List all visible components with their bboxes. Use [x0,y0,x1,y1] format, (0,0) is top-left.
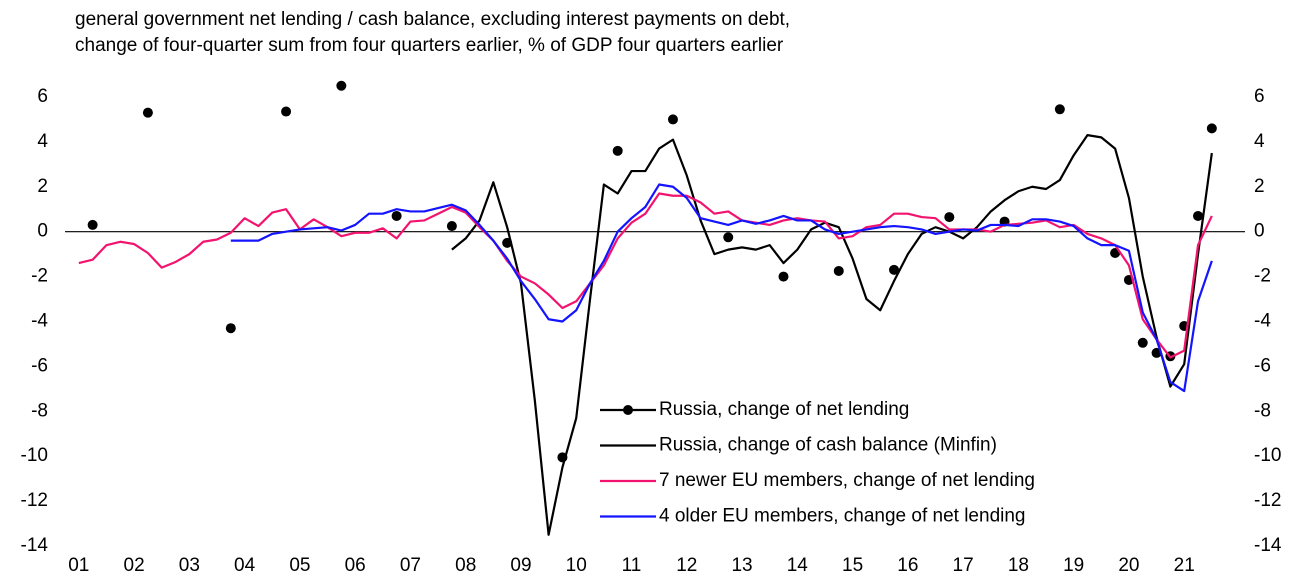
y-tick-label: 0 [37,221,48,242]
y-tick-label: -2 [31,266,48,287]
x-tick-label: 01 [68,555,89,576]
data-point [1054,104,1065,115]
y2-tick-label: -8 [1254,400,1271,421]
y2-tick-label: -2 [1254,266,1271,287]
data-point [225,323,236,334]
x-tick-label: 08 [455,555,476,576]
x-tick-label: 12 [676,555,697,576]
x-tick-label: 17 [953,555,974,576]
data-point [281,106,292,117]
data-point [944,212,955,223]
x-tick-label: 15 [842,555,863,576]
x-tick-label: 02 [124,555,145,576]
data-point [1193,210,1204,221]
x-tick-label: 09 [510,555,531,576]
data-point [336,80,347,91]
x-tick-label: 06 [345,555,366,576]
series-line [78,192,1213,359]
y-tick-label: -4 [31,310,48,331]
legend-label: Russia, change of cash balance (Minfin) [659,435,997,456]
x-tick-label: 16 [897,555,918,576]
x-tick-label: 07 [400,555,421,576]
x-tick-label: 19 [1063,555,1084,576]
y-tick-label: -14 [21,535,49,556]
x-tick-label: 10 [566,555,587,576]
y-tick-label: 4 [37,131,48,152]
y2-tick-label: -6 [1254,355,1271,376]
y-tick-label: -6 [31,355,48,376]
x-tick-label: 18 [1008,555,1029,576]
x-tick-label: 04 [234,555,256,576]
y2-tick-label: 2 [1254,176,1265,197]
data-point [833,265,844,276]
y2-tick-label: 0 [1254,221,1265,242]
y-tick-label: 2 [37,176,48,197]
data-point [889,264,900,275]
y-tick-label: 6 [37,86,48,107]
y2-tick-label: -10 [1254,445,1281,466]
legend-label: 4 older EU members, change of net lendin… [659,506,1026,527]
x-tick-label: 13 [731,555,752,576]
x-tick-label: 03 [179,555,200,576]
x-tick-label: 21 [1174,555,1195,576]
series-line [451,134,1213,536]
data-point [1206,123,1217,134]
legend-marker [623,405,633,415]
y2-tick-label: 4 [1254,131,1265,152]
y2-tick-label: -14 [1254,535,1282,556]
x-tick-label: 20 [1118,555,1139,576]
y2-tick-label: -12 [1254,490,1281,511]
x-tick-label: 11 [622,555,642,576]
data-point [446,221,457,232]
y-tick-label: -8 [31,400,48,421]
data-point [723,232,734,243]
y2-tick-label: -4 [1254,310,1271,331]
chart-subtitle: change of four-quarter sum from four qua… [75,35,784,56]
data-point [391,210,402,221]
legend-label: 7 newer EU members, change of net lendin… [659,470,1035,491]
legend-label: Russia, change of net lending [659,399,909,420]
legend-box [594,392,1164,534]
data-point [778,271,789,282]
y-tick-label: -10 [21,445,48,466]
data-point [142,107,153,118]
y-tick-label: -12 [21,490,48,511]
y2-tick-label: 6 [1254,86,1265,107]
data-point [87,219,98,230]
x-tick-label: 14 [787,555,809,576]
chart-title: general government net lending / cash ba… [75,9,790,30]
data-point [1137,337,1148,348]
data-point [612,145,623,156]
x-tick-label: 05 [289,555,310,576]
data-point [667,114,678,125]
series-line [230,183,1213,393]
